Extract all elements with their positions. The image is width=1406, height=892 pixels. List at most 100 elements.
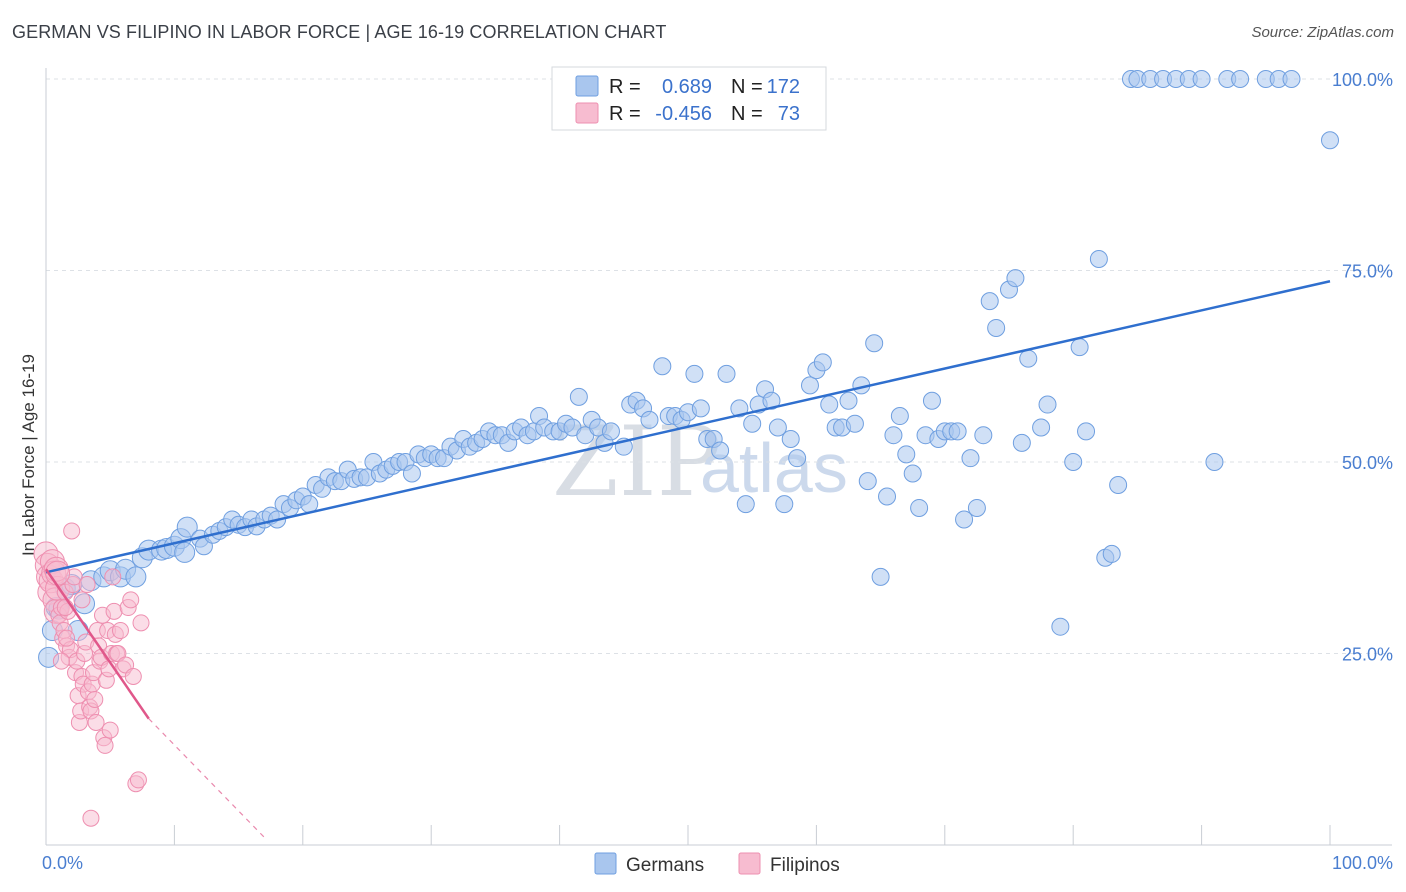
point-filipinos-65 [132, 614, 150, 632]
point-germans-152 [1077, 422, 1096, 441]
trendline-filipinos [44, 568, 150, 720]
point-germans-138 [961, 449, 980, 468]
y-tick-label-50: 50.0% [1342, 453, 1393, 473]
y-axis-label: In Labor Force | Age 16-19 [19, 354, 38, 556]
point-germans-110 [775, 495, 794, 514]
point-germans-140 [974, 426, 993, 445]
point-germans-148 [1038, 395, 1057, 414]
point-filipinos-20 [63, 522, 81, 540]
stats-swatch-filipinos [575, 102, 599, 124]
watermark-atlas: atlas [700, 429, 848, 507]
point-filipinos-46 [96, 736, 114, 754]
point-germans-108 [762, 391, 781, 410]
point-germans-91 [640, 410, 659, 429]
point-germans-104 [736, 495, 755, 514]
legend-label-filipinos: Filipinos [770, 855, 840, 876]
point-germans-101 [711, 441, 730, 460]
point-germans-144 [1006, 269, 1025, 288]
point-germans-147 [1032, 418, 1051, 437]
point-germans-81 [569, 387, 588, 406]
point-germans-155 [1102, 544, 1121, 563]
x-tick-label-max: 100.0% [1332, 853, 1393, 873]
point-germans-20 [174, 541, 196, 563]
point-germans-141 [980, 292, 999, 311]
legend-label-germans: Germans [626, 855, 704, 876]
stats-n-value-filipinos: 73 [778, 103, 800, 125]
point-germans-156 [1109, 475, 1128, 494]
point-germans-149 [1051, 617, 1070, 636]
stats-n-value-germans: 172 [767, 76, 800, 98]
point-germans-109 [768, 418, 787, 437]
point-germans-102 [717, 364, 736, 383]
point-filipinos-50 [101, 721, 119, 739]
y-tick-label-100: 100.0% [1332, 70, 1393, 90]
point-germans-132 [922, 391, 941, 410]
point-germans-116 [820, 395, 839, 414]
point-germans-21 [176, 516, 198, 538]
point-filipinos-71 [58, 629, 76, 647]
point-germans-137 [955, 510, 974, 529]
gridlines [46, 78, 1392, 654]
stats-box: R = 0.689 N = 172 R = -0.456 N = 73 [551, 66, 827, 131]
point-germans-150 [1064, 453, 1083, 471]
trendline-filipinos-extension [148, 718, 265, 838]
stats-r-label-filipinos: R = [609, 103, 641, 125]
point-germans-136 [948, 422, 967, 441]
series-germans [38, 70, 1339, 668]
point-filipinos-38 [86, 690, 104, 708]
point-germans-86 [601, 422, 620, 441]
point-germans-105 [743, 414, 762, 433]
point-filipinos-64 [129, 771, 147, 789]
stats-r-value-filipinos: -0.456 [655, 103, 712, 125]
point-germans-146 [1019, 349, 1038, 368]
legend-swatch-germans [594, 852, 617, 875]
stats-n-label-germans: N = [731, 76, 763, 98]
point-germans-170 [1321, 131, 1339, 150]
y-tick-label-25: 25.0% [1342, 645, 1393, 665]
point-filipinos-32 [78, 576, 96, 594]
point-germans-163 [1192, 70, 1211, 88]
source-credit: Source: ZipAtlas.com [1251, 24, 1394, 41]
legend: Germans Filipinos [594, 852, 840, 876]
point-filipinos-39 [87, 713, 105, 731]
point-germans-111 [781, 430, 800, 449]
point-germans-125 [878, 487, 897, 506]
point-germans-103 [730, 399, 749, 418]
point-germans-97 [685, 364, 704, 383]
point-filipinos-62 [124, 667, 142, 685]
y-tick-labels: 25.0% 50.0% 75.0% 100.0% [1332, 70, 1393, 665]
point-germans-13 [125, 566, 147, 588]
point-filipinos-52 [104, 568, 122, 586]
point-germans-126 [884, 426, 903, 445]
point-germans-124 [871, 567, 890, 586]
stats-swatch-germans [575, 75, 599, 97]
x-tick-labels: 0.0% 100.0% [42, 853, 1393, 873]
point-germans-145 [1012, 433, 1031, 452]
point-filipinos-53 [105, 602, 123, 620]
point-germans-142 [987, 318, 1006, 337]
axes [45, 68, 1392, 846]
point-filipinos-68 [52, 652, 70, 670]
point-filipinos-70 [73, 591, 91, 609]
point-germans-164 [1205, 453, 1224, 471]
stats-r-label-germans: R = [609, 76, 641, 98]
point-germans-127 [890, 407, 909, 426]
point-filipinos-61 [122, 591, 140, 609]
point-germans-112 [788, 449, 807, 468]
point-germans-166 [1231, 70, 1250, 88]
trendline-germans [45, 280, 1331, 574]
y-tick-label-75: 75.0% [1342, 262, 1393, 282]
point-germans-153 [1089, 250, 1108, 269]
trendlines [44, 280, 1331, 838]
point-germans-115 [813, 353, 832, 372]
point-germans-151 [1070, 338, 1089, 357]
point-germans-55 [402, 464, 421, 483]
point-filipinos-66 [82, 809, 100, 827]
point-germans-119 [839, 391, 858, 410]
point-filipinos-57 [111, 622, 129, 640]
legend-swatch-filipinos [738, 852, 761, 875]
stats-r-value-germans: 0.689 [662, 76, 712, 98]
point-germans-130 [910, 498, 929, 517]
point-germans-98 [691, 399, 710, 418]
